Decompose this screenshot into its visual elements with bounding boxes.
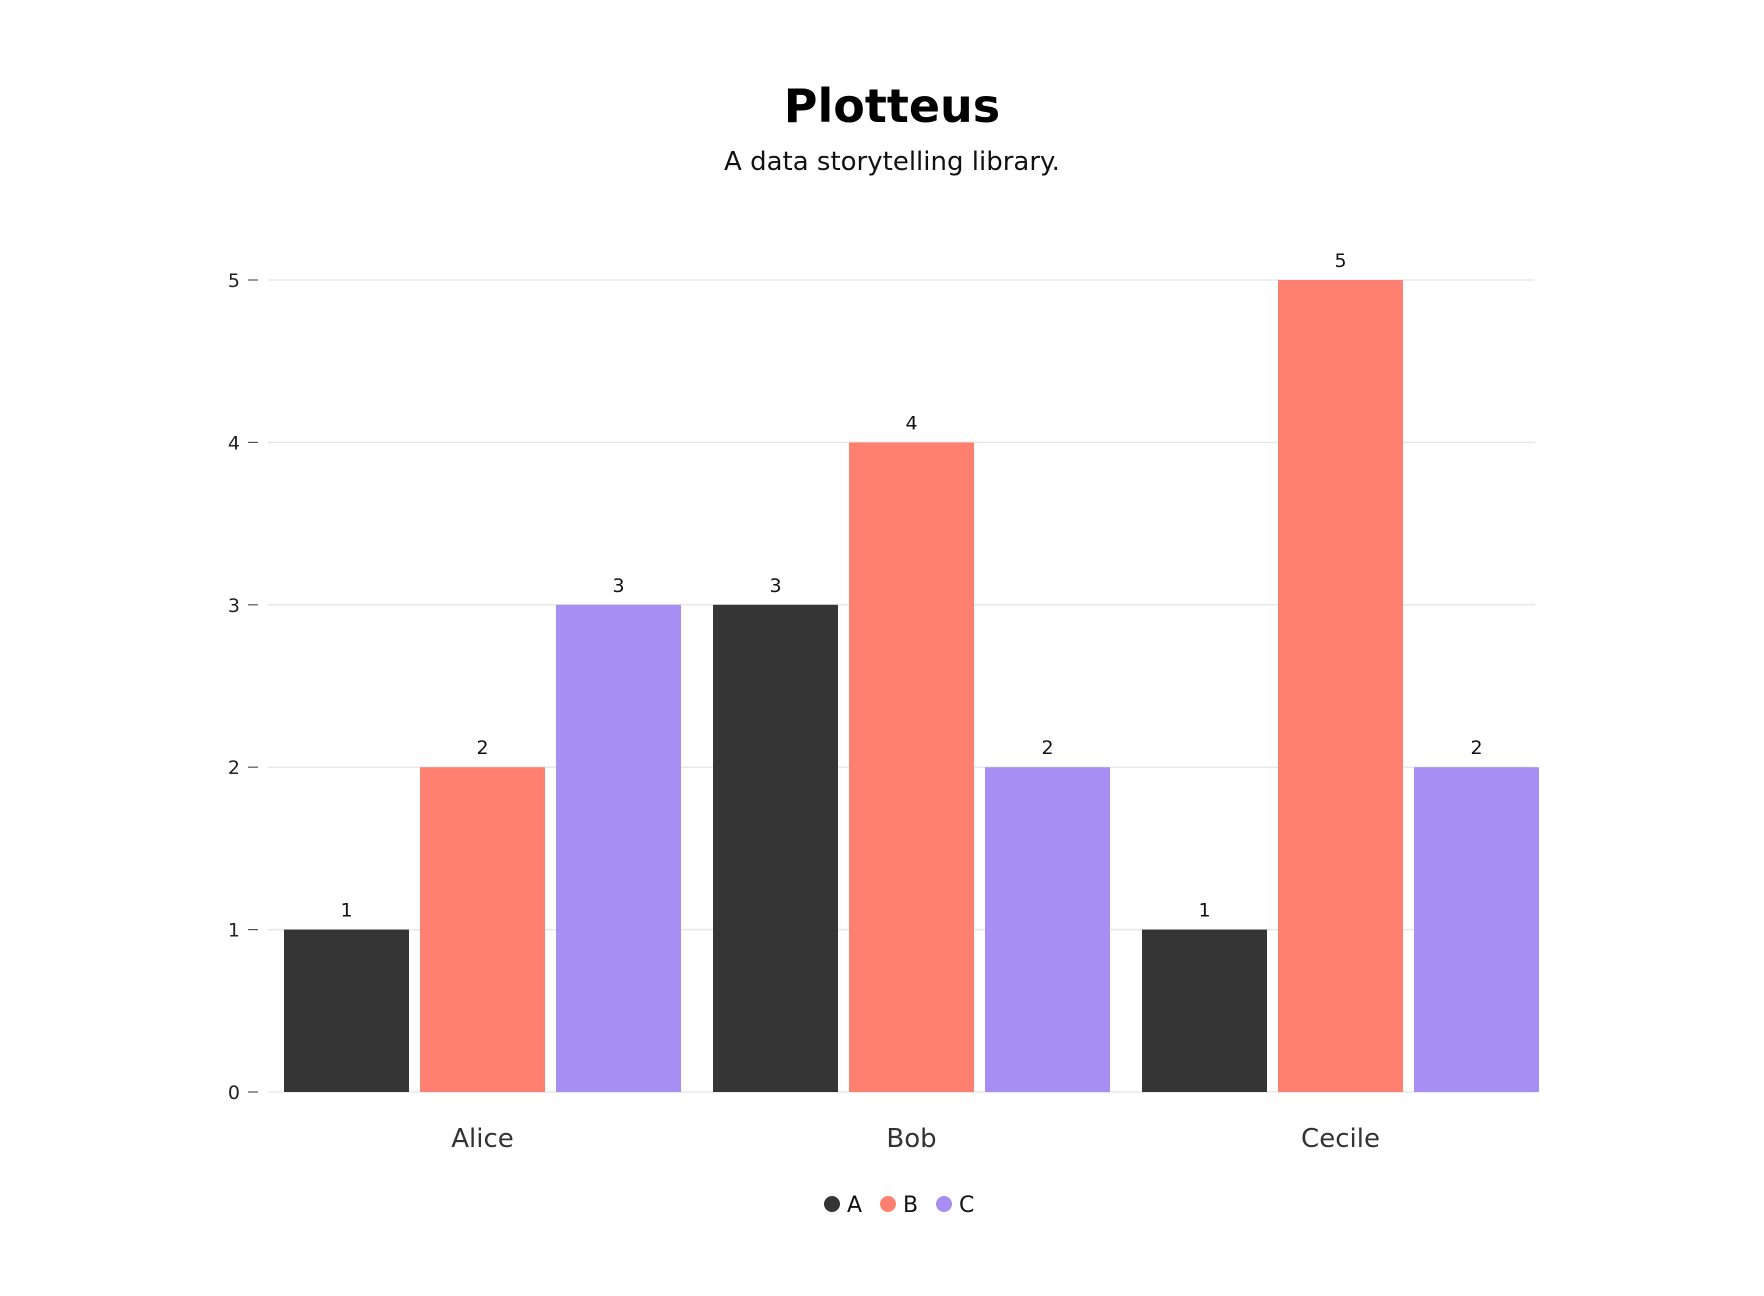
value-label: 2 [1041, 737, 1053, 759]
legend-label: C [959, 1193, 974, 1218]
value-label: 1 [1198, 900, 1210, 922]
y-tick-label: 3 [228, 595, 240, 617]
bar-alice-b [420, 767, 545, 1092]
bar-alice-c [556, 604, 681, 1092]
legend: A B C [824, 1193, 974, 1218]
bar-alice-a [284, 929, 409, 1092]
bar-bob-c [985, 767, 1110, 1092]
x-tick-label: Bob [886, 1124, 936, 1154]
y-tick-label: 2 [228, 757, 240, 779]
legend-swatch-b [880, 1196, 896, 1212]
y-axis: 0 1 2 3 4 5 [228, 270, 258, 1104]
y-tick-label: 1 [228, 920, 240, 942]
bar-cecile-c [1414, 767, 1539, 1092]
x-axis: Alice Bob Cecile [451, 1124, 1380, 1154]
y-tick-label: 4 [228, 432, 240, 454]
value-label: 4 [905, 412, 917, 434]
y-tick-label: 5 [228, 270, 240, 292]
bar-bob-a [713, 604, 838, 1092]
legend-label: B [903, 1193, 918, 1218]
bars [284, 280, 1539, 1092]
value-labels: 1 2 3 3 4 2 1 5 2 [340, 250, 1482, 922]
y-tick-label: 0 [228, 1082, 240, 1104]
bar-cecile-a [1142, 929, 1267, 1092]
bar-cecile-b [1278, 280, 1403, 1092]
value-label: 2 [476, 737, 488, 759]
legend-swatch-c [936, 1196, 952, 1212]
x-tick-label: Alice [451, 1124, 514, 1154]
bar-bob-b [849, 442, 974, 1092]
legend-swatch-a [824, 1196, 840, 1212]
chart-title: Plotteus [784, 79, 1000, 133]
legend-label: A [847, 1193, 862, 1218]
value-label: 2 [1470, 737, 1482, 759]
value-label: 1 [340, 900, 352, 922]
x-tick-label: Cecile [1301, 1124, 1380, 1154]
value-label: 3 [612, 575, 624, 597]
chart-subtitle: A data storytelling library. [724, 147, 1060, 177]
value-label: 5 [1334, 250, 1346, 272]
value-label: 3 [769, 575, 781, 597]
